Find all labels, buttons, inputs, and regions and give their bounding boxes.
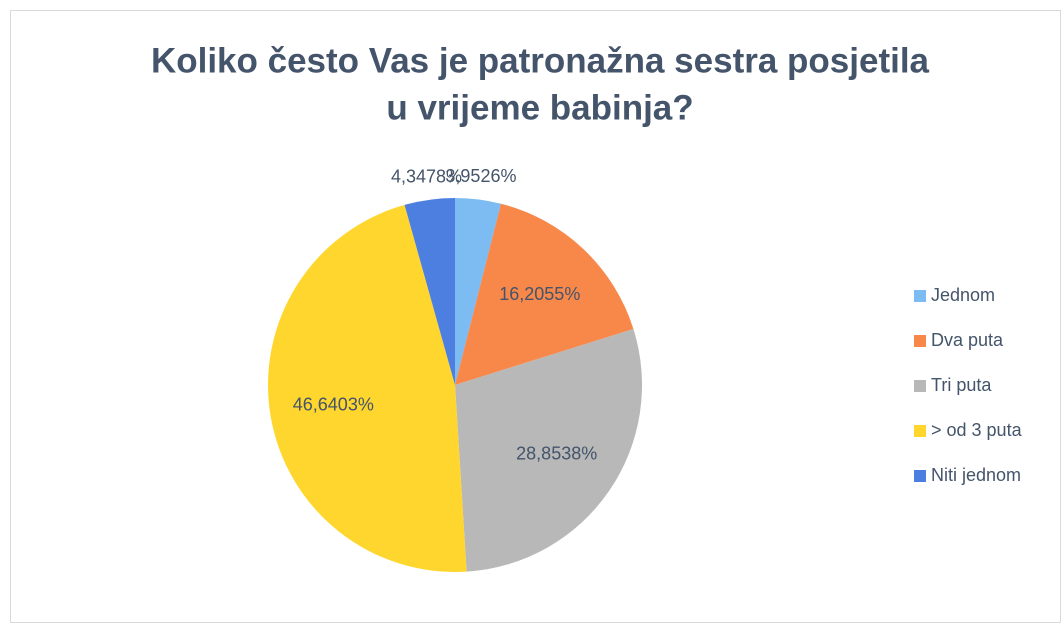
legend-label: Niti jednom bbox=[931, 465, 1021, 485]
data-label: 4,3478% bbox=[391, 166, 462, 186]
pie-slice bbox=[455, 198, 501, 385]
legend-swatch bbox=[914, 470, 926, 482]
legend-label: Tri puta bbox=[931, 375, 992, 395]
legend-swatch bbox=[914, 425, 926, 437]
chart-title: u vrijeme babinja? bbox=[386, 88, 693, 127]
legend-swatch bbox=[914, 335, 926, 347]
legend-label: Jednom bbox=[931, 285, 995, 305]
legend-label: Dva puta bbox=[931, 330, 1004, 350]
legend-swatch bbox=[914, 380, 926, 392]
pie-slice bbox=[455, 328, 642, 572]
chart-title: Koliko često Vas je patronažna sestra po… bbox=[151, 41, 930, 80]
pie-slice bbox=[268, 204, 467, 572]
legend-swatch bbox=[914, 290, 926, 302]
data-label: 46,6403% bbox=[293, 394, 374, 414]
data-label: 16,2055% bbox=[499, 284, 580, 304]
pie-slice bbox=[404, 198, 455, 385]
pie-slice bbox=[455, 203, 634, 385]
data-label: 28,8538% bbox=[516, 444, 597, 464]
data-label: 3,9526% bbox=[445, 166, 516, 186]
legend-label: > od 3 puta bbox=[931, 420, 1023, 440]
